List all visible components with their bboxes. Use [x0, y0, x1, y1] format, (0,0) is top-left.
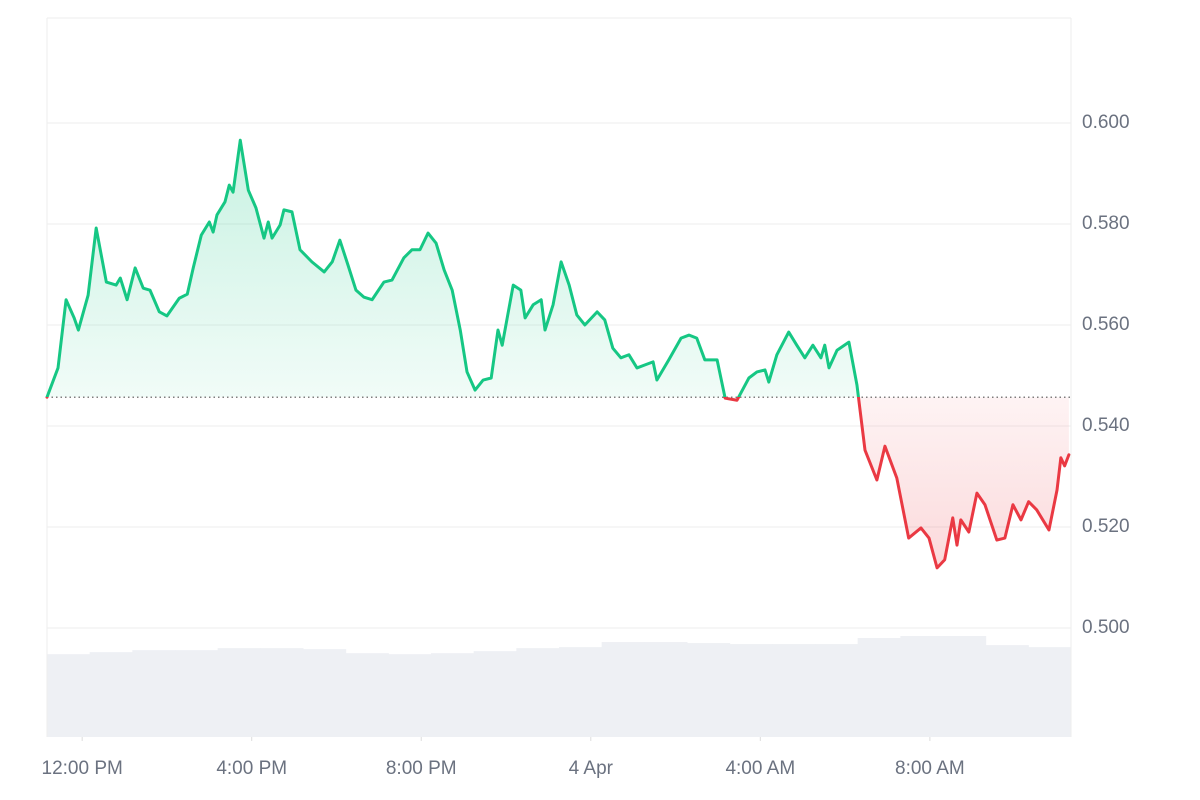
volume-bar: [388, 654, 432, 737]
volume-bar: [260, 648, 304, 737]
volume-bar: [47, 654, 91, 737]
price-line: [45, 138, 1071, 570]
y-tick-label: 0.520: [1082, 516, 1130, 537]
volume-layer: [47, 636, 1072, 737]
plot-layer: [45, 138, 1071, 570]
volume-bar: [687, 643, 731, 737]
x-tick-label: 4:00 AM: [725, 758, 795, 779]
y-tick-label: 0.500: [1082, 617, 1130, 638]
x-tick-label: 4:00 PM: [216, 758, 287, 779]
volume-bar: [559, 647, 603, 737]
x-tick-label: 8:00 PM: [386, 758, 457, 779]
volume-bar: [1028, 647, 1072, 737]
volume-bar: [943, 636, 987, 737]
y-tick-label: 0.600: [1082, 112, 1130, 133]
volume-bar: [217, 648, 261, 737]
volume-bar: [431, 653, 475, 737]
volume-bar: [772, 644, 816, 737]
volume-bar: [175, 650, 219, 737]
volume-bar: [516, 648, 560, 737]
volume-bar: [473, 651, 517, 737]
volume-bar: [132, 650, 176, 737]
volume-bar: [815, 644, 859, 737]
volume-bar: [857, 638, 901, 737]
label-layer: 0.500 0.520 0.540 0.560 0.580 0.600 12:00 PM 4:…: [42, 112, 1130, 779]
y-tick-label: 0.560: [1082, 314, 1130, 335]
volume-bar: [985, 645, 1029, 737]
volume-bar: [89, 652, 133, 737]
x-tick-label: 12:00 PM: [42, 758, 123, 779]
x-tick-label: 4 Apr: [569, 758, 614, 779]
volume-bar: [345, 653, 389, 737]
x-tick-label: 8:00 AM: [895, 758, 965, 779]
y-tick-label: 0.540: [1082, 415, 1130, 436]
volume-bar: [729, 644, 773, 737]
volume-bar: [644, 642, 688, 737]
volume-bar: [303, 649, 347, 737]
y-tick-label: 0.580: [1082, 213, 1130, 234]
price-area: [47, 140, 1069, 568]
volume-bar: [601, 642, 645, 737]
volume-bar: [900, 636, 944, 737]
